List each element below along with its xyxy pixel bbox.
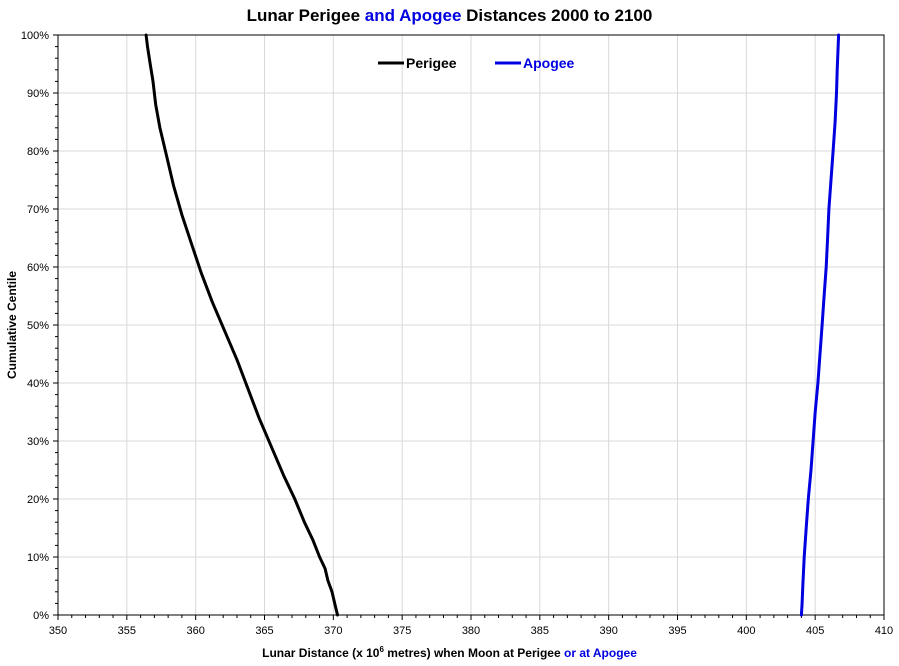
- x-tick-label: 350: [49, 625, 67, 637]
- y-axis-label: Cumulative Centile: [5, 270, 19, 380]
- x-tick-label: 405: [806, 625, 824, 637]
- y-tick-label: 80%: [27, 146, 49, 158]
- y-tick-label: 100%: [21, 30, 49, 42]
- x-tick-label: 375: [393, 625, 411, 637]
- legend-label-apogee: Apogee: [523, 55, 575, 71]
- x-tick-label: 400: [737, 625, 755, 637]
- chart-title: Lunar Perigee and Apogee Distances 2000 …: [0, 6, 899, 26]
- chart-title-part-1: Lunar Perigee: [246, 6, 365, 25]
- x-tick-label: 355: [118, 625, 136, 637]
- chart-title-part-3: Distances 2000 to 2100: [461, 6, 653, 25]
- x-axis-label: Lunar Distance (x 106 metres) when Moon …: [0, 645, 899, 660]
- y-tick-label: 90%: [27, 88, 49, 100]
- plot-border: [57, 34, 885, 616]
- series-line-apogee: [799, 33, 841, 617]
- y-tick-label: 70%: [27, 204, 49, 216]
- x-axis-label-exponent: 6: [379, 645, 384, 654]
- y-tick-label: 50%: [27, 320, 49, 332]
- y-tick-label: 20%: [27, 494, 49, 506]
- gridlines: [58, 34, 885, 615]
- x-axis-label-part-3: or at Apogee: [563, 646, 637, 660]
- x-tick-label: 390: [599, 625, 617, 637]
- series-lines: [144, 33, 841, 617]
- x-tick-label: 370: [324, 625, 342, 637]
- x-tick-label: 365: [255, 625, 273, 637]
- x-tick-label: 385: [531, 625, 549, 637]
- x-tick-label: 360: [186, 625, 204, 637]
- y-tick-label: 30%: [27, 436, 49, 448]
- x-tick-label: 380: [462, 625, 480, 637]
- y-tick-label: 40%: [27, 378, 49, 390]
- y-tick-label: 10%: [27, 552, 49, 564]
- y-tick-label: 60%: [27, 262, 49, 274]
- legend-label-perigee: Perigee: [406, 55, 457, 71]
- axes: [53, 34, 885, 620]
- x-axis-label-part-1: Lunar Distance (x 10: [262, 646, 380, 660]
- tick-labels: 350 355 360 365 370 375 380 385 390 395 400 405 410 0…: [21, 30, 893, 637]
- legend: Perigee Apogee: [378, 55, 575, 71]
- x-tick-label: 395: [668, 625, 686, 637]
- x-axis-label-part-2: metres) when Moon at Perigee: [383, 646, 564, 660]
- series-line-perigee: [144, 33, 339, 617]
- y-tick-label: 0%: [33, 610, 49, 622]
- chart-title-part-2: and Apogee: [364, 6, 462, 25]
- x-tick-label: 410: [875, 625, 893, 637]
